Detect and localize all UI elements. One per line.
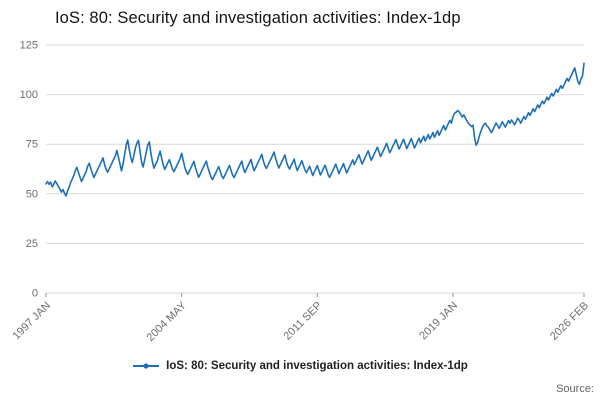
- x-axis-tick-label: 2011 SEP: [281, 300, 324, 343]
- y-axis-tick-label: 125: [20, 40, 38, 52]
- y-axis-tick-label: 100: [20, 89, 38, 101]
- x-axis-tick-label: 2026 FEB: [548, 300, 591, 343]
- chart-title: IoS: 80: Security and investigation acti…: [55, 9, 461, 27]
- x-axis-tick-label: 1997 JAN: [10, 300, 53, 343]
- source-label: Source:: [556, 383, 594, 395]
- gridlines: 0 25 50 75 100 125: [20, 40, 584, 300]
- legend-item[interactable]: IoS: 80: Security and investigation acti…: [0, 360, 600, 372]
- legend-label: IoS: 80: Security and investigation acti…: [166, 360, 468, 372]
- y-axis-tick-label: 75: [26, 139, 38, 151]
- x-axis-tick-label: 2019 JAN: [417, 300, 460, 343]
- legend-line-marker: [133, 363, 160, 369]
- series-line: [45, 62, 585, 197]
- y-axis-tick-label: 0: [32, 288, 38, 300]
- y-axis-tick-label: 50: [26, 188, 38, 200]
- x-axis: 1997 JAN 2004 MAY 2011 SEP 2019 JAN 2026 FEB: [10, 293, 591, 344]
- x-axis-tick-label: 2004 MAY: [145, 299, 190, 344]
- y-axis-tick-label: 25: [26, 238, 38, 250]
